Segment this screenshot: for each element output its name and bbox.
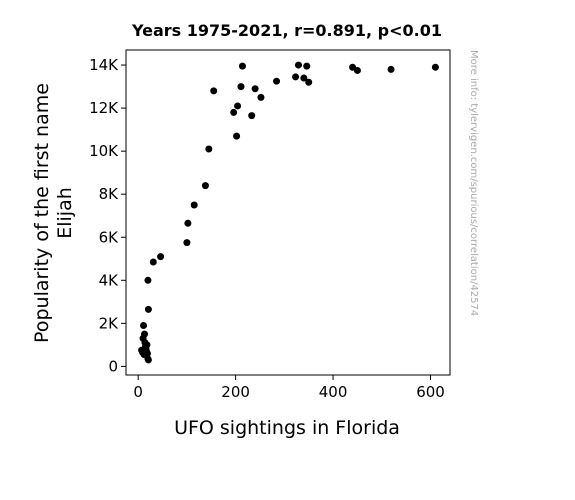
y-tick-label: 0	[108, 357, 118, 375]
data-point	[149, 258, 157, 266]
data-point	[143, 349, 151, 357]
data-point	[294, 61, 302, 69]
data-point	[201, 182, 209, 190]
x-tick-label: 0	[133, 383, 143, 401]
x-axis-label: UFO sightings in Florida	[174, 417, 400, 439]
y-tick-label: 6K	[99, 228, 120, 246]
data-points	[138, 61, 439, 364]
y-tick-label: 2K	[99, 314, 120, 332]
data-point	[248, 112, 256, 120]
data-point	[303, 62, 311, 70]
data-point	[257, 93, 265, 101]
data-point	[431, 63, 439, 71]
x-tick-label: 200	[221, 383, 250, 401]
y-tick-label: 8K	[99, 185, 120, 203]
y-tick-label: 14K	[89, 56, 119, 74]
data-point	[273, 77, 281, 85]
y-axis-label-line-1: Popularity of the first name	[31, 83, 53, 343]
source-note: More info: tylervigen.com/spurious/corre…	[468, 50, 479, 316]
y-tick-label: 4K	[99, 271, 120, 289]
y-axis-ticks: 0 2K 4K 6K 8K 10K 12K 14K	[89, 56, 126, 375]
data-point	[234, 102, 242, 110]
data-point	[141, 330, 149, 338]
y-tick-label: 12K	[89, 99, 119, 117]
data-point	[237, 83, 245, 91]
y-tick-label: 10K	[89, 142, 119, 160]
data-point	[143, 341, 151, 349]
data-point	[292, 73, 300, 81]
data-point	[300, 74, 308, 82]
y-axis-label-line-2: Elijah	[54, 187, 76, 239]
data-point	[144, 276, 152, 284]
data-point	[238, 62, 246, 70]
data-point	[387, 65, 395, 73]
data-point	[251, 85, 259, 93]
x-tick-label: 600	[416, 383, 445, 401]
data-point	[140, 321, 148, 329]
data-point	[210, 87, 218, 95]
x-tick-label: 400	[319, 383, 348, 401]
data-point	[233, 132, 241, 140]
data-point	[184, 219, 192, 227]
data-point	[353, 66, 361, 74]
data-point	[230, 108, 238, 116]
data-point	[183, 239, 191, 247]
y-axis-label: Popularity of the first name Elijah	[31, 83, 76, 343]
data-point	[305, 78, 313, 86]
chart-title: Years 1975-2021, r=0.891, p<0.01	[131, 21, 442, 40]
x-axis-ticks: 0 200 400 600	[133, 375, 445, 401]
data-point	[190, 201, 198, 209]
plot-area	[125, 49, 451, 376]
data-point	[157, 253, 165, 261]
data-point	[144, 305, 152, 313]
data-point	[144, 356, 152, 364]
data-point	[205, 145, 213, 153]
